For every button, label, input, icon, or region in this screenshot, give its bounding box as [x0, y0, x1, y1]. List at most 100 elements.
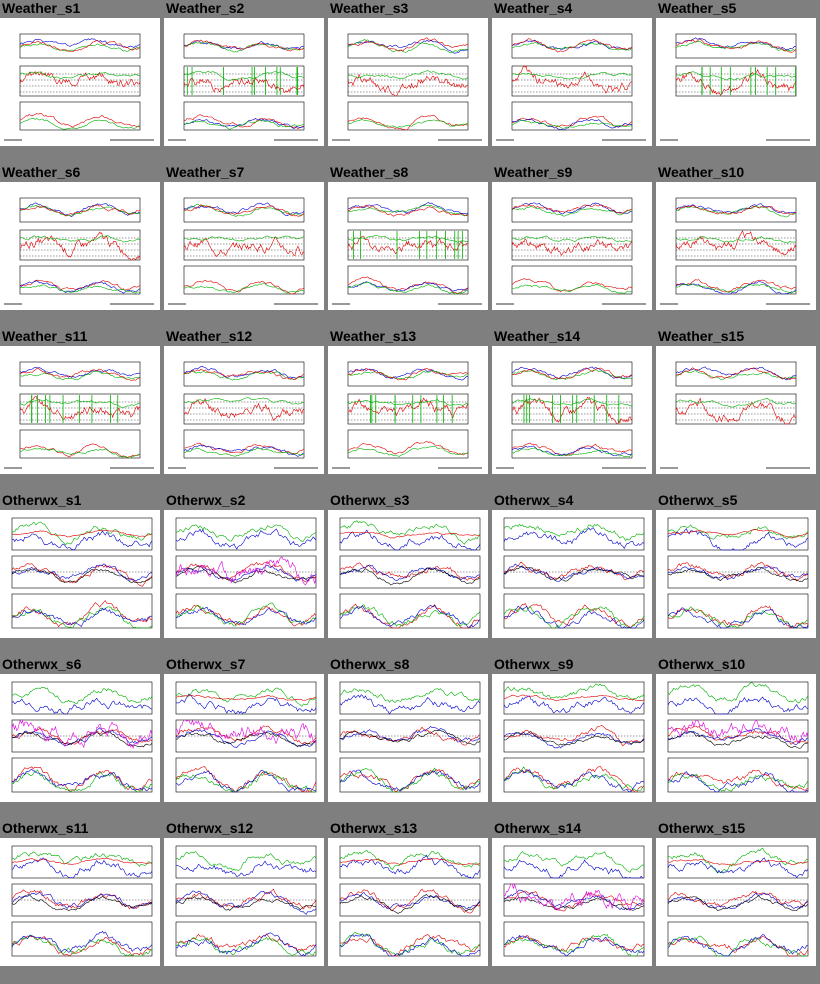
plot-frame-bottom	[11, 921, 153, 957]
thumbnail-cell[interactable]: Otherwx_s13	[328, 820, 488, 980]
plot-frame-top	[175, 517, 317, 551]
thumbnail-image[interactable]	[0, 182, 160, 310]
temperature-series-line	[675, 39, 797, 53]
thumbnail-cell[interactable]: Otherwx_s11	[0, 820, 160, 980]
thumbnail-image[interactable]	[328, 510, 488, 638]
thumbnail-cell[interactable]: Otherwx_s2	[164, 492, 324, 652]
temperature-series-line	[347, 37, 469, 52]
top-blue-series-line	[175, 693, 317, 715]
thumbnail-title: Weather_s8	[330, 164, 409, 180]
radiation-series-line	[675, 281, 797, 295]
thumbnail-image[interactable]	[492, 674, 652, 802]
bottom-red-series-line	[339, 934, 481, 957]
thumbnail-image[interactable]	[0, 346, 160, 474]
humidity-series-line	[347, 204, 469, 217]
plot-frame-pressure	[183, 33, 305, 59]
thumbnail-image[interactable]	[656, 674, 816, 802]
thumbnail-title: Weather_s2	[166, 0, 245, 16]
thumbnail-image[interactable]	[328, 18, 488, 146]
thumbnail-image[interactable]	[656, 18, 816, 146]
thumbnail-cell[interactable]: Weather_s10	[656, 164, 816, 324]
thumbnail-cell[interactable]: Otherwx_s7	[164, 656, 324, 816]
thumbnail-image[interactable]	[492, 346, 652, 474]
thumbnail-cell[interactable]: Weather_s12	[164, 328, 324, 488]
plot-frame-precip	[183, 101, 305, 131]
thumbnail-title: Otherwx_s9	[494, 656, 574, 672]
plot-frame-precip	[19, 429, 141, 459]
thumbnail-image[interactable]	[328, 182, 488, 310]
thumbnail-image[interactable]	[0, 510, 160, 638]
thumbnail-cell[interactable]: Otherwx_s5	[656, 492, 816, 652]
thumbnail-image[interactable]	[164, 674, 324, 802]
thumbnail-cell[interactable]: Weather_s1	[0, 0, 160, 160]
thumbnail-cell[interactable]: Otherwx_s3	[328, 492, 488, 652]
thumbnail-image[interactable]	[328, 838, 488, 966]
thumbnail-image[interactable]	[656, 346, 816, 474]
thumbnail-image[interactable]	[656, 510, 816, 638]
thumbnail-cell[interactable]: Otherwx_s6	[0, 656, 160, 816]
top-green-series-line	[339, 850, 481, 870]
thumbnail-image[interactable]	[328, 346, 488, 474]
thumbnail-cell[interactable]: Weather_s7	[164, 164, 324, 324]
thumbnail-cell[interactable]: Weather_s8	[328, 164, 488, 324]
thumbnail-cell[interactable]: Otherwx_s9	[492, 656, 652, 816]
bottom-red-series-line	[503, 602, 645, 628]
pressure-series-line	[675, 37, 796, 50]
thumbnail-cell[interactable]: Otherwx_s4	[492, 492, 652, 652]
thumbnail-cell[interactable]: Weather_s9	[492, 164, 652, 324]
thumbnail-cell[interactable]: Otherwx_s14	[492, 820, 652, 980]
mid-black-series-line	[339, 567, 481, 586]
thumbnail-title: Otherwx_s6	[2, 656, 82, 672]
thumbnail-image[interactable]	[0, 674, 160, 802]
snow-series-line	[19, 284, 141, 294]
thumbnail-cell[interactable]: Weather_s6	[0, 164, 160, 324]
snow-series-line	[347, 118, 469, 129]
thumbnail-cell[interactable]: Otherwx_s12	[164, 820, 324, 980]
thumbnail-cell[interactable]: Weather_s4	[492, 0, 652, 160]
thumbnail-cell[interactable]: Otherwx_s8	[328, 656, 488, 816]
thumbnail-cell[interactable]: Otherwx_s10	[656, 656, 816, 816]
thumbnail-title: Weather_s4	[494, 0, 573, 16]
thumbnail-image[interactable]	[492, 182, 652, 310]
thumbnail-image[interactable]	[164, 18, 324, 146]
thumbnail-cell[interactable]: Weather_s15	[656, 328, 816, 488]
bottom-green-series-line	[339, 767, 481, 793]
thumbnail-image[interactable]	[492, 838, 652, 966]
wind-dir-series-line	[183, 70, 305, 81]
precip-series-line	[183, 279, 305, 295]
bottom-blue-series-line	[667, 771, 809, 793]
thumbnail-cell[interactable]: Weather_s14	[492, 328, 652, 488]
thumbnail-image[interactable]	[164, 838, 324, 966]
thumbnail-image[interactable]	[164, 182, 324, 310]
thumbnail-image[interactable]	[656, 838, 816, 966]
thumbnail-title: Weather_s5	[658, 0, 737, 16]
thumbnail-image[interactable]	[164, 510, 324, 638]
thumbnail-cell[interactable]: Weather_s11	[0, 328, 160, 488]
thumbnail-cell[interactable]: Weather_s13	[328, 328, 488, 488]
mid-red-series-line	[667, 890, 809, 907]
thumbnail-image[interactable]	[656, 182, 816, 310]
mid-blue-series-line	[339, 564, 481, 582]
humidity-series-line	[347, 39, 469, 54]
mid-black-series-line	[667, 730, 809, 749]
thumbnail-title: Weather_s12	[166, 328, 253, 344]
thumbnail-cell[interactable]: Weather_s3	[328, 0, 488, 160]
thumbnail-cell[interactable]: Weather_s2	[164, 0, 324, 160]
thumbnail-image[interactable]	[328, 674, 488, 802]
humidity-series-line	[511, 205, 633, 217]
footer-mark	[660, 303, 678, 305]
thumbnail-image[interactable]	[492, 510, 652, 638]
thumbnail-cell[interactable]: Otherwx_s15	[656, 820, 816, 980]
thumbnail-image[interactable]	[0, 838, 160, 966]
thumbnail-cell[interactable]: Weather_s5	[656, 0, 816, 160]
thumbnail-title: Weather_s10	[658, 164, 745, 180]
thumbnail-image[interactable]	[0, 18, 160, 146]
top-green-series-line	[503, 523, 645, 542]
plot-frame-precip	[675, 265, 797, 295]
temperature-series-line	[347, 367, 469, 381]
thumbnail-image[interactable]	[164, 346, 324, 474]
bottom-red-series-line	[175, 766, 317, 793]
thumbnail-cell[interactable]: Otherwx_s1	[0, 492, 160, 652]
thumbnail-image[interactable]	[492, 18, 652, 146]
radiation-series-line	[19, 280, 141, 294]
